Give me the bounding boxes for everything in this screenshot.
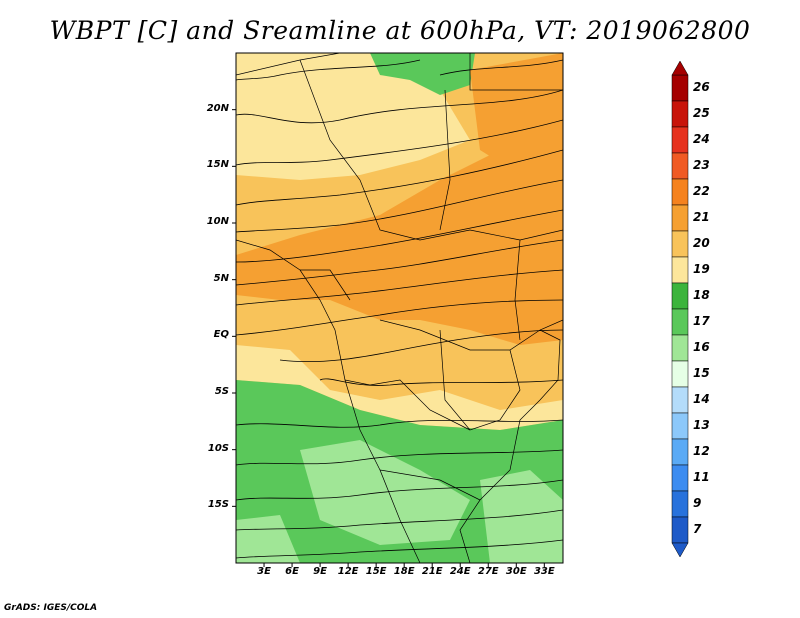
colorbar bbox=[671, 60, 689, 558]
lon-label: 6E bbox=[285, 566, 299, 577]
lon-label: 3E bbox=[257, 566, 271, 577]
lat-label: 15N bbox=[206, 159, 229, 171]
lat-label: EQ bbox=[213, 329, 229, 341]
map-title: WBPT [C] and Sreamline at 600hPa, VT: 20… bbox=[49, 16, 751, 45]
colorbar-segment bbox=[671, 360, 689, 388]
lat-label: 5S bbox=[214, 386, 229, 397]
lon-label: 33E bbox=[533, 566, 555, 577]
colorbar-segment bbox=[671, 386, 689, 414]
lon-label: 15E bbox=[365, 566, 387, 577]
colorbar-label: 18 bbox=[693, 288, 710, 302]
colorbar-segment bbox=[671, 412, 689, 440]
lat-label: 20N bbox=[206, 102, 229, 114]
colorbar-segment bbox=[671, 126, 689, 154]
colorbar-segment bbox=[671, 178, 689, 206]
colorbar-segment bbox=[671, 490, 689, 518]
colorbar-segment bbox=[671, 308, 689, 336]
colorbar-label: 17 bbox=[693, 314, 710, 328]
colorbar-label: 21 bbox=[693, 210, 710, 224]
colorbar-label: 23 bbox=[693, 158, 710, 172]
credit-text: GrADS: IGES/COLA bbox=[4, 603, 98, 613]
colorbar-min-arrow bbox=[671, 542, 689, 558]
lat-label: 10N bbox=[206, 216, 229, 227]
country-borders bbox=[236, 53, 563, 563]
lon-label: 12E bbox=[337, 566, 359, 577]
lon-label: 21E bbox=[421, 566, 443, 577]
colorbar-segment bbox=[671, 152, 689, 180]
colorbar-segment bbox=[671, 438, 689, 466]
colorbar-label: 14 bbox=[693, 392, 710, 406]
colorbar-label: 22 bbox=[693, 184, 710, 198]
colorbar-label: 15 bbox=[693, 366, 710, 380]
lon-label: 18E bbox=[393, 566, 415, 577]
axis-ticks bbox=[232, 109, 545, 567]
colorbar-label: 24 bbox=[693, 132, 710, 146]
map-frame bbox=[235, 52, 564, 564]
colorbar-segment bbox=[671, 100, 689, 128]
colorbar-segment bbox=[671, 334, 689, 362]
lon-label: 24E bbox=[449, 566, 471, 577]
streamlines bbox=[236, 59, 563, 559]
colorbar-segment bbox=[671, 230, 689, 258]
colorbar-label: 20 bbox=[693, 236, 710, 250]
colorbar-segment bbox=[671, 516, 689, 544]
lat-label: 10S bbox=[207, 442, 229, 454]
colorbar-segment bbox=[671, 74, 689, 102]
colorbar-segment bbox=[671, 282, 689, 310]
wbpt-shading bbox=[236, 53, 563, 563]
colorbar-segment bbox=[671, 204, 689, 232]
lon-label: 9E bbox=[313, 566, 327, 577]
colorbar-label: 13 bbox=[693, 418, 710, 432]
lon-label: 30E bbox=[505, 566, 527, 577]
colorbar-label: 11 bbox=[693, 470, 710, 484]
colorbar-label: 16 bbox=[693, 340, 710, 354]
lon-label: 27E bbox=[477, 566, 499, 577]
lat-label: 5N bbox=[213, 272, 229, 284]
colorbar-label: 9 bbox=[693, 496, 702, 510]
lat-label: 15S bbox=[207, 499, 229, 511]
colorbar-label: 12 bbox=[693, 444, 710, 458]
colorbar-label: 25 bbox=[693, 106, 710, 120]
colorbar-segment bbox=[671, 256, 689, 284]
colorbar-label: 7 bbox=[693, 522, 702, 536]
colorbar-max-arrow bbox=[671, 60, 689, 76]
colorbar-label: 26 bbox=[693, 80, 710, 94]
colorbar-label: 19 bbox=[693, 262, 710, 276]
colorbar-segment bbox=[671, 464, 689, 492]
